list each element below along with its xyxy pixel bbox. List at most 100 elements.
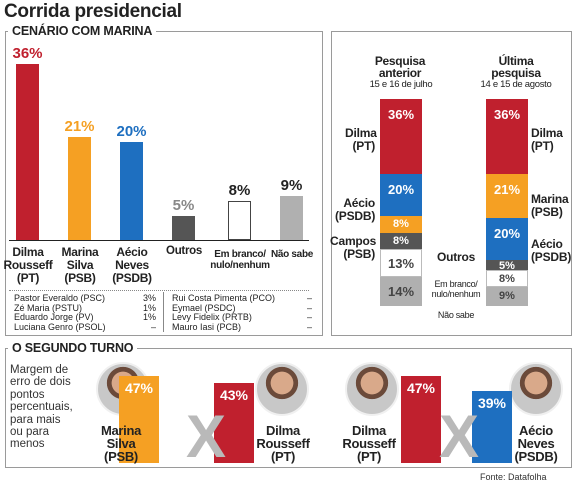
others-value: – [306, 293, 312, 303]
label-branco-mid: Em branco/nulo/nenhum [431, 279, 481, 299]
versus-1: X [186, 403, 227, 470]
scenario-value-label: 21% [64, 118, 95, 136]
others-value: 1% [142, 312, 156, 323]
label-aecio-right: Aécio (PSDB) [531, 237, 572, 264]
second-round-bar [472, 390, 512, 463]
compare-panel [331, 31, 572, 336]
stack-segment: 36% [380, 99, 422, 175]
stack-segment: 8% [380, 216, 422, 233]
second-round-bar [214, 383, 254, 463]
compare-right-date: 14 e 15 de agosto [480, 79, 552, 90]
scenario-cand-label: Não sabe [260, 249, 324, 260]
scenario-cand-label: Em branco/nulo/nenhum [208, 249, 272, 271]
others-name: Eduardo Jorge (PV) [14, 312, 94, 323]
scenario-cand-label-line: Neves [115, 258, 149, 272]
others-divider-v [163, 292, 164, 332]
scenario-cand-label-line: Rousseff [3, 258, 53, 272]
second-round-bar [119, 376, 159, 463]
stack-segment: 21% [486, 174, 528, 219]
stack-segment: 20% [486, 218, 528, 260]
stack-segment: 8% [380, 232, 422, 250]
compare-right-title: Última pesquisa [491, 54, 541, 80]
stack-segment: 13% [380, 249, 422, 277]
label-marina-right: Marina (PSB) [531, 192, 569, 219]
others-name: Rui Costa Pimenta (PCO) [172, 293, 276, 303]
name-dilma-2: Dilma Rousseff (PT) [342, 423, 396, 464]
page-title: Corrida presidencial [4, 1, 182, 22]
scenario-value-label: 36% [12, 45, 43, 62]
scenario-cand-label: Dilma Rousseff (PT) [1, 246, 55, 285]
second-panel [5, 348, 572, 468]
margin-note: Margem de erro de dois pontos percentuais, p… [10, 364, 73, 451]
margin-note-line: percentuais, [10, 401, 73, 414]
label-naosabe-mid: Não sabe [437, 310, 475, 320]
name-aecio: Aécio Neves (PSDB) [514, 423, 558, 464]
second-round-bar [401, 376, 441, 463]
stack-segment: 9% [486, 287, 528, 306]
scenario-bar [228, 200, 251, 240]
source-note: Fonte: Datafolha [480, 472, 547, 482]
stack-segment: 14% [380, 276, 422, 306]
scenario-value-label: 9% [280, 177, 303, 194]
others-row: Levy Fidelix (PRTB) – [172, 313, 312, 323]
stack-segment: 20% [380, 174, 422, 217]
stack-segment: 8% [486, 270, 528, 288]
others-value: – [306, 302, 312, 313]
others-row: Zé Maria (PSTU) 1% [14, 302, 156, 314]
others-value: – [306, 321, 312, 332]
others-value: 3% [142, 293, 156, 303]
scenario-bar [120, 142, 143, 240]
margin-note-line: ou para [10, 426, 50, 439]
stack-segment: 36% [486, 99, 528, 175]
scenario-value-label: 5% [172, 196, 195, 214]
scenario-bar [68, 137, 91, 240]
second-round-value: 39% [477, 394, 507, 411]
scenario-cand-label: Outros [157, 245, 211, 257]
scenario-cand-label: Marina Silva (PSB) [53, 246, 107, 285]
scenario-cand-label-line: Silva [66, 258, 94, 272]
scenario-bar [280, 196, 303, 240]
scenario-bar [16, 64, 39, 240]
compare-left-title: Pesquisa anterior [374, 54, 426, 80]
scenario-bar [172, 215, 195, 240]
others-value: – [306, 312, 312, 323]
scenario-cand-label-line: nulo/nenhum [210, 260, 270, 271]
others-value: 1% [142, 302, 156, 313]
second-round-value: 47% [406, 380, 436, 397]
others-row: Eymael (PSDC) – [172, 302, 312, 314]
compare-left-date: 15 e 16 de julho [369, 79, 433, 90]
scenario-cand-label-line: (PT) [16, 271, 40, 285]
avatar-dilma-1 [255, 362, 309, 416]
margin-note-line: pontos [10, 388, 45, 401]
name-marina: Marina Silva (PSB) [100, 423, 142, 464]
others-row: Luciana Genro (PSOL) – [14, 321, 156, 333]
label-dilma-right: Dilma (PT) [531, 126, 563, 153]
scenario-cand-label-line: Aécio [116, 245, 148, 259]
scenario-baseline [9, 240, 309, 241]
second-round-value: 47% [124, 380, 154, 397]
label-outros-mid: Outros [437, 250, 476, 264]
margin-note-line: erro de dois [10, 376, 71, 389]
margin-note-line: para mais [10, 413, 61, 426]
others-name: Pastor Everaldo (PSC) [14, 293, 106, 303]
scenario-cand-label-line: Dilma [12, 245, 44, 259]
scenario-cand-label: Aécio Neves (PSDB) [105, 246, 159, 285]
scenario-cand-label-line: Não sabe [270, 249, 314, 260]
stack-segment: 5% [486, 259, 528, 272]
avatar-dilma-2 [345, 362, 399, 416]
scenario-cand-label-line: Outros [166, 245, 202, 257]
others-name: Mauro Iasi (PCB) [172, 321, 242, 332]
name-dilma-1: Dilma Rousseff (PT) [256, 423, 310, 464]
others-row: Eduardo Jorge (PV) 1% [14, 313, 156, 323]
scenario-cand-label-line: (PSDB) [112, 271, 152, 285]
scenario-panel [5, 31, 323, 336]
others-name: Zé Maria (PSTU) [14, 302, 83, 313]
second-round-value: 43% [219, 387, 249, 404]
scenario-cand-label-line: Marina [61, 245, 99, 259]
others-name: Levy Fidelix (PRTB) [172, 312, 252, 323]
scenario-value-label: 20% [116, 123, 147, 141]
others-name: Luciana Genro (PSOL) [14, 321, 106, 332]
margin-note-line: menos [10, 438, 45, 451]
others-list-left: Pastor Everaldo (PSC) 3% Zé Maria (PSTU) 1%… [14, 293, 156, 333]
others-row: Rui Costa Pimenta (PCO) – [172, 293, 312, 304]
